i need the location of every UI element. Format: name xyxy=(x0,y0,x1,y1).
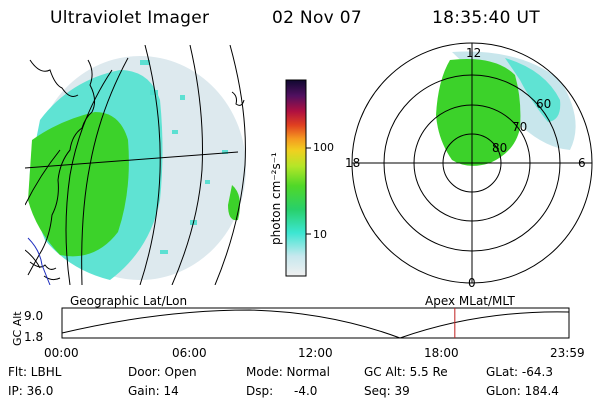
timeline-xtick: 00:00 xyxy=(44,346,79,360)
mlt-label-18: 18 xyxy=(345,156,361,170)
mlt-label-6: 6 xyxy=(578,156,586,170)
altitude-curve xyxy=(61,309,570,339)
mlt-label-0: 0 xyxy=(468,276,476,290)
mlat-label-80: 80 xyxy=(492,141,508,155)
color-bar-gradient xyxy=(285,79,307,277)
timeline-xtick: 18:00 xyxy=(424,346,459,360)
timeline-xtick: 12:00 xyxy=(298,346,333,360)
geo-grid xyxy=(25,45,246,285)
status-gc-alt: GC Alt: 5.5 Re xyxy=(364,365,448,379)
polar-green-region xyxy=(436,59,521,166)
timeline-ytick: 1.8 xyxy=(24,330,44,344)
status-filter: Flt: LBHL xyxy=(8,365,62,379)
status-door: Door: Open xyxy=(128,365,197,379)
timeline-xtick: 06:00 xyxy=(172,346,207,360)
colorbar-tick-label: 10 xyxy=(313,228,327,241)
mlt-label-12: 12 xyxy=(466,46,482,60)
border-line xyxy=(27,237,51,285)
date-label: 02 Nov 07 xyxy=(272,8,362,28)
status-dsp-value: -4.0 xyxy=(294,384,318,398)
status-mode: Mode: Normal xyxy=(246,365,330,379)
status-seq: Seq: 39 xyxy=(364,384,410,398)
status-glon: GLon: 184.4 xyxy=(486,384,559,398)
status-glat: GLat: -64.3 xyxy=(486,365,553,379)
polar-grid xyxy=(351,42,593,284)
timeline-xtick: 23:59 xyxy=(550,346,585,360)
colorbar-tick-label: 100 xyxy=(313,141,334,154)
geographic-title: Geographic Lat/Lon xyxy=(70,294,188,308)
polar-cyan-region xyxy=(505,58,561,122)
app-title: Ultraviolet Imager xyxy=(50,8,210,28)
time-label: 18:35:40 UT xyxy=(432,8,540,28)
timeline-ytick: 9.0 xyxy=(24,309,44,323)
mlat-label-70: 70 xyxy=(512,120,528,134)
status-ip: IP: 36.0 xyxy=(8,384,54,398)
apex-title: Apex MLat/MLT xyxy=(425,294,515,308)
status-dsp-label: Dsp: xyxy=(246,384,274,398)
image-green-region xyxy=(28,112,129,257)
mlat-label-60: 60 xyxy=(536,97,552,111)
status-gain: Gain: 14 xyxy=(128,384,179,398)
timeline-frame xyxy=(61,307,570,339)
coastline xyxy=(27,59,96,276)
